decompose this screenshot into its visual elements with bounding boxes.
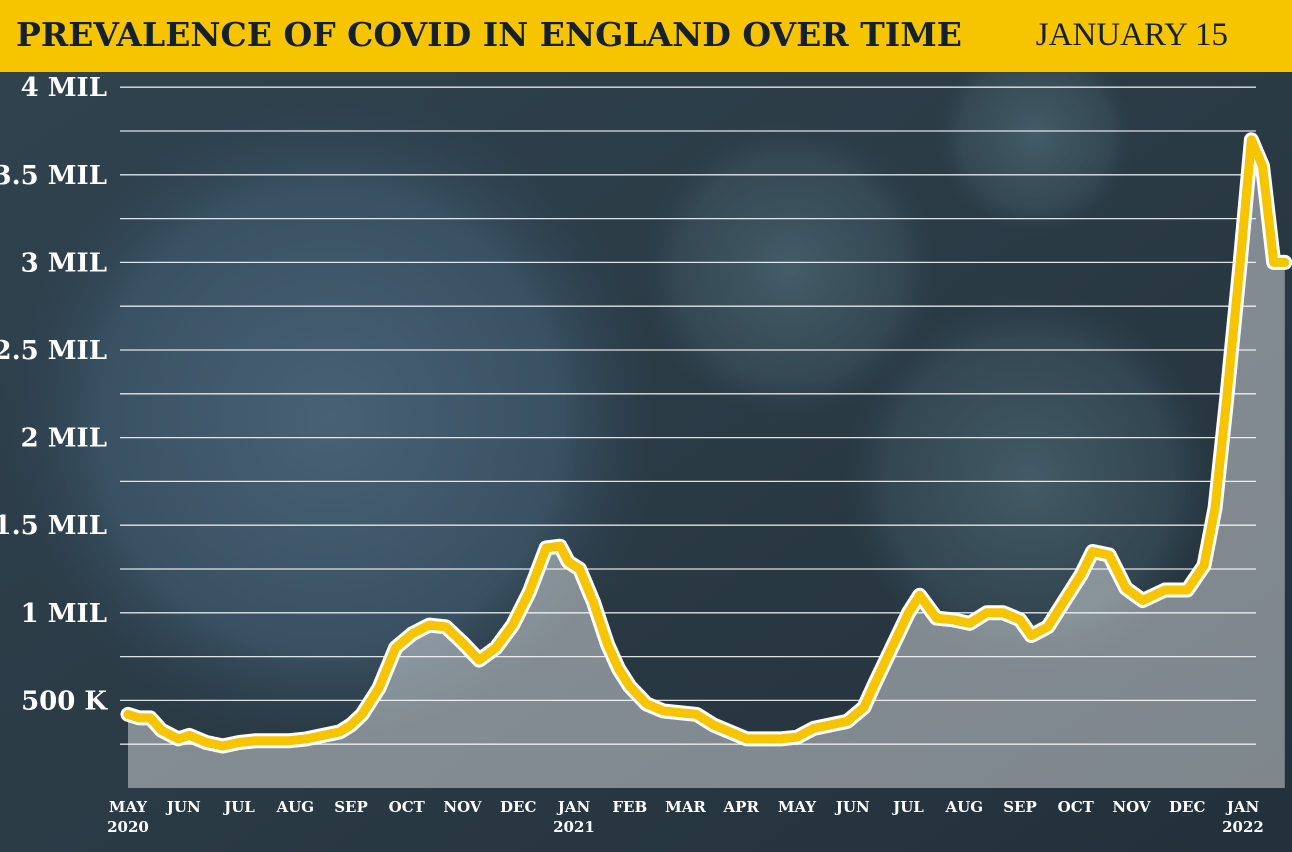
gridlines xyxy=(120,86,1256,745)
x-tick-year-label: 2020 xyxy=(107,818,149,836)
x-tick-label: FEB xyxy=(612,798,647,816)
x-tick-label: NOV xyxy=(443,798,482,816)
x-tick-label: JAN xyxy=(556,798,591,816)
y-tick-label: 2 MIL xyxy=(21,424,107,454)
date-label: JANUARY 15 xyxy=(1035,17,1228,53)
x-tick-label: JUL xyxy=(891,798,924,816)
y-axis-labels: 500 K 1 MIL 1.5 MIL 2 MIL 2.5 MIL 3 MIL 3.5 MI… xyxy=(0,73,108,716)
series-line xyxy=(123,135,1290,751)
area-fill-layer xyxy=(128,139,1285,789)
x-tick-label: NOV xyxy=(1112,798,1151,816)
y-tick-label: 3.5 MIL xyxy=(0,161,107,191)
y-tick-label: 1 MIL xyxy=(21,599,107,629)
virus-illustration-large xyxy=(0,90,660,750)
x-tick-label: JUL xyxy=(222,798,255,816)
y-tick-label: 3 MIL xyxy=(21,248,107,278)
x-tick-label: DEC xyxy=(1169,798,1205,816)
series-area xyxy=(128,139,1285,789)
virus-illustration-medium xyxy=(640,120,940,420)
x-tick-label: DEC xyxy=(500,798,536,816)
x-tick-label: JUN xyxy=(834,798,870,816)
y-tick-label: 500 K xyxy=(21,686,108,716)
x-tick-label: MAR xyxy=(665,798,706,816)
x-axis-labels: MAY 2020 JUN JUL AUG SEP OCT NOV DEC JAN 2021 FEB MA… xyxy=(107,798,1264,836)
x-tick-year-label: 2022 xyxy=(1222,818,1264,836)
x-tick-label: AUG xyxy=(944,798,983,816)
y-tick-label: 2.5 MIL xyxy=(0,336,107,366)
x-tick-label: SEP xyxy=(1003,798,1037,816)
x-tick-label: OCT xyxy=(1058,798,1095,816)
virus-illustration-small xyxy=(935,35,1135,235)
x-tick-label: JAN xyxy=(1225,798,1260,816)
title-banner: PREVALENCE OF COVID IN ENGLAND OVER TIME… xyxy=(0,0,1292,72)
x-tick-label: MAY xyxy=(109,798,147,816)
x-tick-label: MAY xyxy=(778,798,816,816)
y-tick-label: 4 MIL xyxy=(21,73,107,103)
x-tick-label: OCT xyxy=(389,798,426,816)
x-tick-label: SEP xyxy=(334,798,368,816)
chart-title: PREVALENCE OF COVID IN ENGLAND OVER TIME xyxy=(16,15,962,54)
x-tick-label: AUG xyxy=(275,798,314,816)
x-tick-year-label: 2021 xyxy=(553,818,595,836)
x-tick-label: APR xyxy=(723,798,760,816)
line-layer xyxy=(120,132,1292,754)
y-tick-label: 1.5 MIL xyxy=(0,511,107,541)
x-tick-label: JUN xyxy=(165,798,201,816)
